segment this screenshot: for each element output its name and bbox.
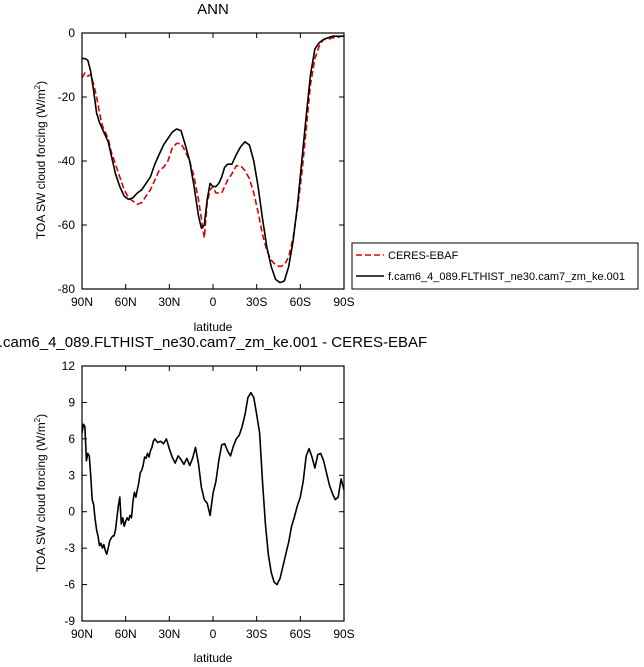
top-y-tick-label: -80 <box>58 282 76 296</box>
bottom-x-tick-label: 60N <box>115 627 137 641</box>
bottom-chart-title: .cam6_4_089.FLTHIST_ne30.cam7_zm_ke.001 … <box>0 334 427 351</box>
bottom-y-tick-label: 3 <box>68 468 75 482</box>
bottom-x-tick-label: 0 <box>210 627 217 641</box>
top-x-tick-label: 30S <box>246 295 267 309</box>
top-x-axis-label: latitude <box>194 320 233 334</box>
bottom-plot-frame <box>81 365 345 622</box>
panel-top: ANN TOA SW cloud forcing (W/m2) latitude… <box>33 1 355 334</box>
bottom-y-tick-label: 0 <box>68 505 75 519</box>
top-y-tick-label: -20 <box>58 90 76 104</box>
legend-label-ceres-ebaf: CERES-EBAF <box>388 250 459 262</box>
top-x-tick-label: 30N <box>158 295 180 309</box>
top-y-axis-label: TOA SW cloud forcing (W/m2) <box>33 81 48 239</box>
bottom-x-tick-label: 90S <box>333 627 354 641</box>
bottom-y-tick-label: -3 <box>64 541 75 555</box>
top-x-tick-label: 0 <box>210 295 217 309</box>
legend: CERES-EBAF f.cam6_4_089.FLTHIST_ne30.cam… <box>351 242 639 290</box>
top-series-line-0 <box>81 35 344 268</box>
bottom-series-layer <box>81 391 345 586</box>
bottom-y-axis-label: TOA SW cloud forcing (W/m2) <box>33 414 48 572</box>
panel-bottom: .cam6_4_089.FLTHIST_ne30.cam7_zm_ke.001 … <box>0 334 427 665</box>
top-plot-frame <box>81 32 345 290</box>
legend-box <box>351 242 639 290</box>
bottom-x-tick-label: 30S <box>246 627 267 641</box>
top-x-tick-label: 60N <box>115 295 137 309</box>
bottom-y-tick-label: -6 <box>64 578 75 592</box>
top-y-tick-label: 0 <box>68 26 75 40</box>
top-x-tick-label: 60S <box>290 295 311 309</box>
top-x-tick-label: 90N <box>71 295 93 309</box>
bottom-x-tick-label: 60S <box>290 627 311 641</box>
bottom-x-axis-label: latitude <box>194 651 233 665</box>
top-chart-title: ANN <box>197 1 229 18</box>
top-series-layer <box>81 35 344 284</box>
bottom-y-tick-label: 9 <box>68 395 75 409</box>
top-x-tick-label: 90S <box>333 295 354 309</box>
bottom-x-tick-label: 30N <box>158 627 180 641</box>
top-y-tick-label: -60 <box>58 218 76 232</box>
top-series-line-1 <box>82 35 344 284</box>
bottom-y-tick-label: -9 <box>64 614 75 628</box>
top-y-tick-label: -40 <box>58 154 76 168</box>
bottom-series-line-0 <box>81 391 345 586</box>
bottom-y-tick-label: 12 <box>62 359 76 373</box>
legend-label-model: f.cam6_4_089.FLTHIST_ne30.cam7_zm_ke.001 <box>388 271 625 283</box>
bottom-x-tick-label: 90N <box>71 627 93 641</box>
bottom-y-tick-label: 6 <box>68 432 75 446</box>
